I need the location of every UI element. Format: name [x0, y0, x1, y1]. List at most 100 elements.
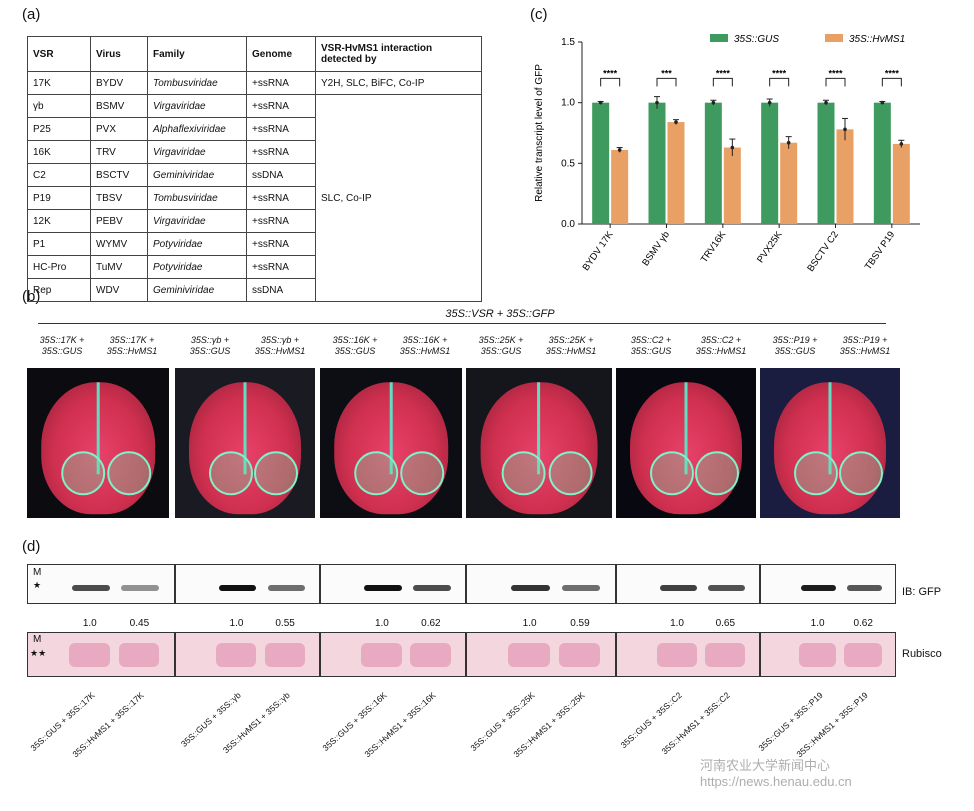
infiltration-spot-hvms1: [107, 450, 152, 495]
gfp-band: [364, 585, 402, 591]
cell-vsr: P1: [27, 232, 91, 256]
header-family: Family: [147, 36, 247, 72]
data-point: [674, 120, 678, 124]
leaf-photo: [760, 368, 900, 518]
gfp-band: [218, 585, 257, 591]
cell-virus: PVX: [90, 117, 148, 141]
rubisco-band: [705, 643, 745, 667]
leaf-caption: 35S::25K + 35S::GUS: [478, 335, 524, 356]
bar-hvms1: [611, 149, 629, 224]
single-star-marker: ★: [33, 580, 42, 590]
panel-c-label: (c): [530, 6, 548, 23]
gfp-band: [707, 585, 745, 591]
gfp-western-blot: [616, 564, 760, 604]
cell-genome: +ssRNA: [246, 71, 316, 95]
infiltration-spot-hvms1: [400, 450, 445, 495]
leaf-caption: 35S::γb + 35S::HvMS1: [254, 335, 306, 356]
rubisco-band: [558, 643, 601, 667]
rubisco-stain: [27, 632, 175, 677]
cell-detected-by-merged: SLC, Co-IP: [315, 94, 482, 302]
header-vsr: VSR: [27, 36, 91, 72]
bar-gus: [592, 102, 610, 224]
cell-family: Alphaflexiviridae: [147, 117, 247, 141]
infiltration-spot-gus: [61, 450, 106, 495]
x-tick-label: TRV16K: [699, 229, 729, 265]
table-row: 17K BYDV Tombusviridae +ssRNA Y2H, SLC, BiFC…: [27, 71, 482, 95]
cell-vsr: P19: [27, 186, 91, 210]
band-ratio: 1.0: [82, 618, 97, 629]
leaf-midvein: [96, 382, 100, 475]
y-tick-label: 0.0: [561, 219, 575, 230]
significance-stars: ****: [603, 68, 618, 78]
leaf-caption: 35S::P19 + 35S::HvMS1: [839, 335, 891, 356]
data-point: [786, 140, 791, 145]
gfp-band: [121, 585, 160, 591]
infiltration-spot-hvms1: [694, 450, 739, 495]
leaf-blade: [480, 382, 598, 515]
rubisco-band: [656, 643, 697, 667]
x-tick-label: BSMV γb: [640, 229, 672, 268]
cell-vsr: C2: [27, 163, 91, 187]
rubisco-band: [844, 643, 882, 667]
cell-virus: PEBV: [90, 209, 148, 233]
bar-gus: [704, 102, 722, 224]
band-ratio: 0.45: [129, 618, 150, 629]
rubisco-band: [798, 643, 837, 667]
cell-family: Virgaviridae: [147, 209, 247, 233]
leaf-midvein: [389, 382, 393, 475]
rubisco-band: [410, 643, 451, 667]
band-ratio: 0.65: [715, 618, 736, 629]
cell-genome: +ssRNA: [246, 255, 316, 279]
band-ratio: 1.0: [670, 618, 684, 629]
leaf-caption: 35S::17K + 35S::GUS: [39, 335, 85, 356]
band-ratio: 0.59: [570, 618, 590, 629]
vsr-table: VSR Virus Family Genome VSR-HvMS1 intera…: [27, 36, 482, 302]
leaf-caption: 35S::17K + 35S::HvMS1: [106, 335, 158, 356]
leaf-caption: 35S::P19 + 35S::GUS: [772, 335, 818, 356]
ib-gfp-label: IB: GFP: [902, 586, 942, 598]
data-point: [824, 100, 828, 105]
significance-stars: ****: [885, 68, 900, 78]
bar-hvms1: [667, 122, 685, 224]
gfp-western-blot: [175, 564, 320, 604]
rubisco-band: [68, 643, 110, 667]
data-point: [767, 100, 772, 105]
bar-hvms1: [780, 142, 798, 224]
data-point: [598, 100, 603, 105]
panel-d-label: (d): [22, 538, 41, 555]
x-tick-label: PVX25K: [755, 229, 785, 265]
cell-virus: BYDV: [90, 71, 148, 95]
cell-genome: +ssRNA: [246, 94, 316, 118]
leaf-caption: 35S::γb + 35S::GUS: [189, 335, 231, 356]
data-point: [711, 100, 716, 105]
leaf-blade: [774, 382, 886, 515]
transcript-bar-chart: 0.0 0.5 1.0 1.5 Relative transcript level of…: [534, 34, 920, 274]
cell-virus: WDV: [90, 278, 148, 302]
cell-genome: +ssRNA: [246, 140, 316, 164]
table-row: HC-Pro TuMV Potyviridae +ssRNA: [27, 255, 482, 279]
bar-gus: [873, 102, 891, 224]
leaf-midvein: [243, 382, 247, 475]
leaf-caption: 35S::C2 + 35S::HvMS1: [695, 335, 747, 356]
leaf-panel-title: 35S::VSR + 35S::GFP: [445, 308, 555, 320]
x-tick-label: BYDV 17K: [581, 229, 616, 273]
rubisco-band: [361, 643, 402, 667]
gfp-band: [267, 585, 305, 591]
cell-family: Potyviridae: [147, 255, 247, 279]
header-genome: Genome: [246, 36, 316, 72]
bar-hvms1: [836, 129, 854, 224]
gfp-band: [413, 585, 451, 591]
band-ratio: 0.62: [853, 618, 873, 629]
y-tick-label: 0.5: [561, 158, 575, 169]
gfp-western-blot: [320, 564, 466, 604]
infiltration-spot-gus: [209, 450, 254, 495]
double-star-marker: ★★: [30, 648, 47, 658]
significance-bracket: [881, 77, 902, 87]
leaf-caption: 35S::C2 + 35S::GUS: [630, 335, 672, 356]
table-header-row: VSR Virus Family Genome VSR-HvMS1 intera…: [27, 36, 482, 72]
x-tick-label: TBSV P19: [863, 229, 897, 272]
significance-stars: ****: [772, 68, 787, 78]
leaf-photo: [175, 368, 315, 518]
cell-family: Tombusviridae: [147, 71, 247, 95]
leaf-blade: [189, 382, 301, 515]
